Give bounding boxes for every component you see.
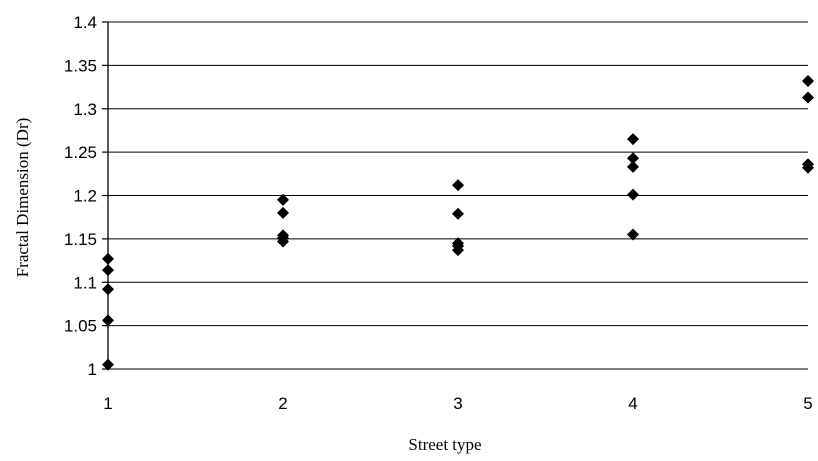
data-point: [102, 358, 114, 371]
data-point: [277, 193, 289, 206]
data-point: [802, 161, 814, 174]
data-point: [277, 235, 289, 248]
y-axis-ticks: 1 1.05 1.1 1.15 1.2 1.25 1.3 1.35 1.4: [64, 13, 108, 379]
x-axis-ticks: 1 2 3 4 5: [103, 394, 812, 413]
data-point: [452, 179, 464, 192]
x-tick-label: 4: [628, 394, 637, 413]
data-point: [102, 252, 114, 265]
y-tick-label: 1.1: [73, 273, 97, 292]
data-points: [102, 74, 814, 371]
y-tick-label: 1.35: [64, 56, 97, 75]
y-tick-label: 1.3: [73, 100, 97, 119]
data-point: [277, 206, 289, 219]
x-tick-label: 1: [103, 394, 112, 413]
x-tick-label: 3: [453, 394, 462, 413]
y-tick-label: 1: [88, 360, 97, 379]
data-point: [452, 244, 464, 257]
data-point: [627, 228, 639, 241]
data-point: [102, 264, 114, 277]
data-point: [452, 207, 464, 220]
y-tick-label: 1.05: [64, 317, 97, 336]
data-point: [802, 74, 814, 87]
y-tick-label: 1.15: [64, 230, 97, 249]
x-tick-label: 5: [803, 394, 812, 413]
data-point: [627, 188, 639, 201]
y-tick-label: 1.4: [73, 13, 97, 32]
x-tick-label: 2: [278, 394, 287, 413]
y-tick-label: 1.25: [64, 143, 97, 162]
data-point: [627, 152, 639, 165]
data-point: [102, 314, 114, 327]
data-point: [627, 160, 639, 173]
data-point: [627, 133, 639, 146]
data-point: [102, 283, 114, 296]
y-axis-title: Fractal Dimension (Dr): [13, 118, 32, 278]
data-point: [802, 91, 814, 104]
y-tick-label: 1.2: [73, 187, 97, 206]
x-axis-title: Street type: [408, 435, 481, 454]
gridlines: [108, 21, 808, 370]
